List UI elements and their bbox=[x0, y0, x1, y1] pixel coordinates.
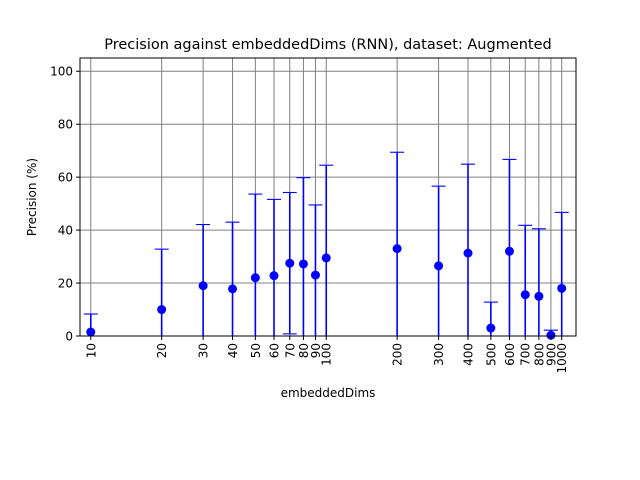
data-point bbox=[486, 323, 496, 333]
data-point bbox=[520, 290, 530, 300]
x-tick-label: 300 bbox=[432, 343, 446, 366]
data-point bbox=[534, 291, 544, 301]
x-tick-label: 600 bbox=[503, 343, 517, 366]
data-point bbox=[269, 271, 279, 281]
y-tick-label: 80 bbox=[58, 118, 73, 132]
y-axis-label: Precision (%) bbox=[25, 158, 39, 236]
data-point bbox=[434, 261, 444, 271]
x-tick-label: 100 bbox=[320, 343, 334, 366]
data-point bbox=[557, 283, 567, 293]
chart-title: Precision against embeddedDims (RNN), da… bbox=[104, 37, 552, 53]
x-tick-label: 60 bbox=[268, 343, 282, 358]
x-tick-label: 20 bbox=[155, 343, 169, 358]
x-tick-label: 80 bbox=[297, 343, 311, 358]
y-tick-label: 20 bbox=[58, 277, 73, 291]
x-tick-label: 40 bbox=[226, 343, 240, 358]
x-tick-label: 50 bbox=[249, 343, 263, 358]
data-point bbox=[504, 246, 514, 256]
data-point bbox=[463, 248, 473, 258]
data-point bbox=[250, 273, 260, 283]
x-tick-label: 10 bbox=[84, 343, 98, 358]
data-point bbox=[546, 330, 556, 340]
y-tick-label: 0 bbox=[65, 330, 73, 344]
data-point bbox=[392, 244, 402, 254]
x-tick-label: 500 bbox=[484, 343, 498, 366]
x-tick-label: 30 bbox=[197, 343, 211, 358]
data-point bbox=[228, 284, 238, 294]
data-point bbox=[157, 305, 167, 315]
data-layer bbox=[83, 151, 569, 340]
y-tick-label: 60 bbox=[58, 171, 73, 185]
y-tick-label: 100 bbox=[50, 65, 73, 79]
y-tick-label: 40 bbox=[58, 224, 73, 238]
data-point bbox=[321, 253, 331, 263]
data-point bbox=[310, 270, 320, 280]
plot-frame bbox=[79, 57, 577, 337]
data-point bbox=[298, 259, 308, 269]
x-tick-label: 800 bbox=[532, 343, 546, 366]
x-tick-label: 700 bbox=[519, 343, 533, 366]
x-tick-label: 1000 bbox=[555, 343, 569, 374]
x-tick-label: 400 bbox=[462, 343, 476, 366]
x-tick-label: 90 bbox=[309, 343, 323, 358]
data-point bbox=[198, 281, 208, 291]
x-axis-label: embeddedDims bbox=[281, 386, 376, 400]
x-tick-label: 900 bbox=[544, 343, 558, 366]
x-tick-label: 200 bbox=[391, 343, 405, 366]
x-tick-label: 70 bbox=[283, 343, 297, 358]
data-point bbox=[285, 258, 295, 268]
data-point bbox=[86, 327, 96, 337]
